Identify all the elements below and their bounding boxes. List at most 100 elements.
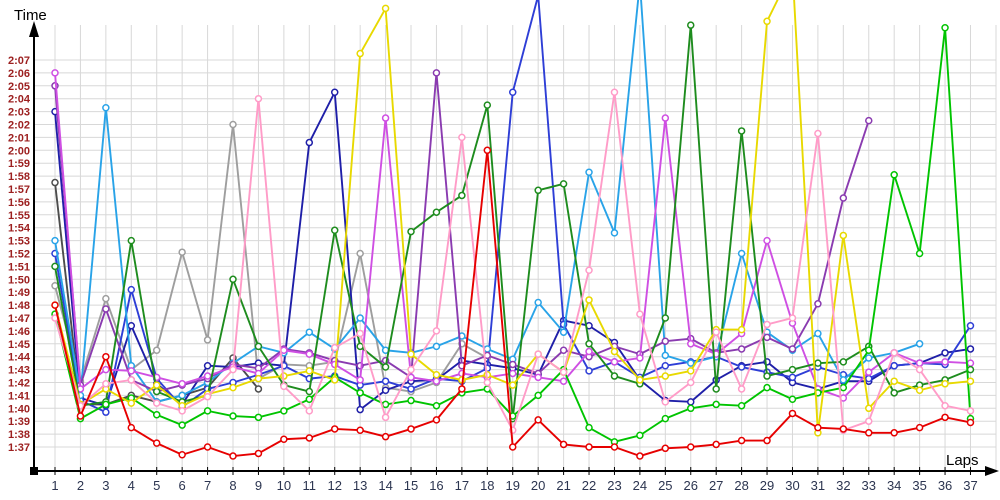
data-point-magenta-lap-29 [763,236,771,245]
y-tick-label: 2:01 [8,132,30,144]
data-point-yellow-lap-14 [381,4,390,13]
x-tick-label: 7 [204,478,211,493]
y-tick-label: 1:43 [8,365,30,377]
data-point-magenta-lap-21 [559,377,568,385]
x-tick-label: 25 [658,478,672,493]
data-point-cyan-lap-25 [661,351,670,360]
y-tick-label: 2:06 [8,68,30,80]
data-point-magenta-lap-13 [356,376,364,384]
data-point-cyan-lap-20 [534,298,542,307]
data-point-green-lap-34 [890,171,898,179]
data-point-navy-lap-12 [330,88,339,96]
data-point-forest-lap-37 [966,365,975,374]
data-point-blue-lap-3 [102,408,110,416]
data-point-green-lap-16 [432,401,441,410]
data-point-red-lap-23 [610,443,619,451]
data-point-navy-lap-4 [127,321,136,330]
x-tick-label: 37 [963,478,977,493]
data-point-pink-lap-12 [330,343,339,352]
data-point-red-lap-7 [203,443,212,451]
x-tick-label: 27 [709,478,723,493]
data-point-pink-lap-22 [585,266,593,275]
data-point-cyan-lap-28 [737,249,746,258]
data-point-green-lap-5 [152,411,161,419]
data-point-red-lap-35 [915,423,924,432]
data-point-magenta-lap-7 [203,372,212,380]
data-point-magenta-lap-19 [508,369,517,378]
data-point-magenta-lap-37 [966,359,975,367]
data-point-green-lap-27 [712,400,720,409]
data-point-pink-lap-21 [559,368,568,376]
y-tick-label: 1:47 [8,313,30,325]
y-tick-label: 2:00 [8,145,30,157]
data-point-red-lap-12 [330,425,339,433]
data-point-yellow-lap-9 [254,374,263,383]
data-point-magenta-lap-15 [407,373,415,382]
data-point-pink-lap-8 [229,365,237,374]
data-point-red-lap-18 [483,146,492,155]
x-tick-label: 28 [734,478,748,493]
data-point-pink-lap-27 [712,328,720,336]
data-point-forest-lap-17 [458,191,466,200]
data-point-navy-lap-13 [356,405,364,414]
data-point-magenta-lap-6 [178,380,186,388]
data-point-blue-lap-15 [407,385,415,393]
data-point-yellow-lap-25 [661,372,670,380]
data-point-forest-lap-13 [356,342,364,351]
data-point-forest-lap-30 [788,365,797,374]
data-point-cyan-lap-33 [865,354,873,362]
data-point-yellow-lap-26 [687,367,695,375]
data-point-purple-lap-28 [737,345,746,353]
x-tick-label: 12 [327,478,341,493]
data-point-purple-lap-19 [508,360,517,369]
data-point-red-lap-5 [152,439,161,447]
data-point-yellow-lap-34 [890,377,898,385]
x-tick-label: 2 [77,478,84,493]
data-point-pink-lap-10 [280,382,288,391]
data-point-cyan-lap-23 [610,229,619,237]
y-tick-label: 1:57 [8,184,30,196]
data-point-black-lap-1 [51,178,59,187]
data-point-magenta-lap-35 [915,359,924,367]
data-point-magenta-lap-4 [127,367,136,375]
x-tick-label: 11 [303,478,317,493]
x-tick-label: 26 [684,478,698,493]
data-point-magenta-lap-36 [941,358,949,366]
data-point-yellow-lap-36 [941,380,949,388]
series-cyan [51,0,924,406]
data-point-forest-lap-23 [610,372,619,380]
data-point-forest-lap-25 [661,314,670,322]
data-point-blue-lap-28 [737,363,746,371]
data-point-green-lap-29 [763,383,771,392]
data-point-pink-lap-33 [865,417,873,425]
data-point-navy-lap-26 [687,398,695,406]
data-point-pink-lap-28 [737,385,746,393]
data-point-magenta-lap-22 [585,347,593,356]
x-tick-label: 29 [760,478,774,493]
y-tick-label: 1:52 [8,249,30,261]
data-point-purple-lap-25 [661,337,670,345]
data-point-blue-lap-34 [890,361,898,370]
data-point-blue-lap-25 [661,361,670,370]
data-point-forest-lap-28 [737,127,746,135]
series-pink [51,88,975,434]
data-point-red-lap-20 [534,416,542,424]
data-point-forest-lap-21 [559,180,568,188]
data-point-yellow-lap-11 [305,367,314,375]
x-tick-label: 8 [229,478,236,493]
data-point-pink-lap-37 [966,407,975,415]
x-tick-label: 16 [429,478,443,493]
x-tick-label: 24 [633,478,647,493]
data-point-purple-lap-30 [788,345,797,353]
data-point-pink-lap-5 [152,399,161,407]
y-tick-label: 1:49 [8,287,30,299]
data-point-red-lap-6 [178,450,186,459]
data-point-yellow-lap-37 [966,377,975,385]
x-tick-label: 1 [51,478,58,493]
data-point-magenta-lap-25 [661,114,670,122]
data-point-yellow-lap-28 [737,325,746,334]
y-tick-label: 2:05 [8,81,30,93]
y-tick-label: 1:51 [8,261,30,273]
data-point-green-lap-30 [788,395,797,404]
data-point-navy-lap-14 [381,386,390,394]
